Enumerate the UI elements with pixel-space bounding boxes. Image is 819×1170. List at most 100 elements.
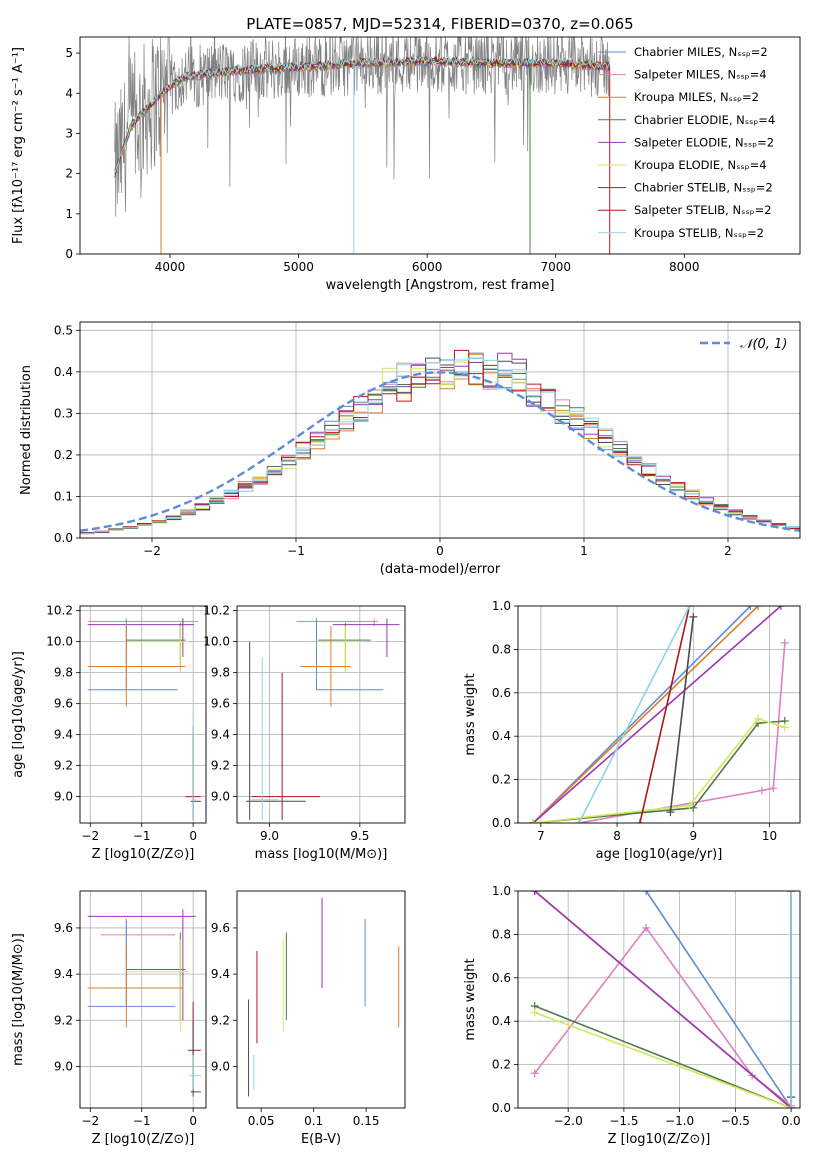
x-tick-label-0: 7: [537, 829, 545, 843]
weight-marker-6-0: [666, 808, 675, 817]
panel-mass-vs-ebv: 0.05 0.1 0.15 9.0 9.2 9.4 9.6 E(B-V): [211, 890, 406, 1147]
weight-line-0: [645, 891, 792, 1108]
x-axis-label: wavelength [Angstrom, rest frame]: [326, 278, 555, 293]
x-tick-label-0: −2.0: [554, 1114, 583, 1128]
y-tick-label-2: 9.4: [54, 967, 73, 981]
axes-frame: [517, 890, 801, 1109]
y-tick-label-4: 0.8: [492, 642, 511, 656]
x-tick-label-1: 5000: [283, 260, 314, 274]
y-axis-label: Flux [fλ10⁻¹⁷ erg cm⁻² s⁻¹ A⁻¹]: [11, 47, 26, 244]
weight-line-3: [533, 720, 785, 823]
weight-line-1: [578, 642, 786, 823]
weight-marker-5-3: [780, 723, 789, 732]
y-axis-label: mass weight: [463, 673, 478, 755]
x-axis-label: Z [log10(Z/Z⊙)]: [92, 1132, 195, 1147]
y-axis-label: mass [log10(M/M⊙)]: [11, 933, 26, 1066]
x-tick-label-1: 8: [613, 829, 621, 843]
y-tick-label-5: 5: [65, 46, 73, 60]
x-tick-label-0: 4000: [155, 260, 186, 274]
y-tick-label-1: 1: [65, 207, 73, 221]
x-axis-label: Z [log10(Z/Z⊙)]: [92, 847, 195, 862]
legend-label-2: Kroupa MILES, Nₛₛₚ=2: [634, 90, 759, 104]
x-tick-label-3: 1: [580, 544, 588, 558]
x-tick-label-2: 9: [689, 829, 697, 843]
y-tick-label-0: 0.0: [492, 1101, 511, 1115]
y-tick-label-2: 0.2: [54, 448, 73, 462]
legend-label-5: Kroupa ELODIE, Nₛₛₚ=4: [634, 158, 767, 172]
y-tick-label-1: 9.2: [54, 1013, 73, 1027]
plot-area: [87, 618, 201, 820]
legend-label-0: Chabrier MILES, Nₛₛₚ=2: [634, 45, 768, 59]
y-tick-label-6: 10.2: [203, 604, 230, 618]
weight-line-5: [533, 717, 786, 823]
y-tick-label-5: 1.0: [492, 884, 511, 898]
weight-marker-1-1: [642, 923, 651, 932]
x-tick-label-2: 0: [189, 1114, 197, 1128]
weight-line-4: [534, 891, 792, 1108]
x-tick-label-1: −1: [133, 1114, 151, 1128]
y-tick-label-4: 0.4: [54, 365, 73, 379]
y-tick-label-6: 10.2: [46, 604, 73, 618]
x-tick-label-2: 0: [436, 544, 444, 558]
legend-label-6: Chabrier STELIB, Nₛₛₚ=2: [634, 181, 773, 195]
weight-marker-8-0: [574, 819, 583, 823]
legend-label-8: Kroupa STELIB, Nₛₛₚ=2: [634, 226, 764, 240]
weight-marker-4-1: [776, 606, 785, 610]
axes-frame: [79, 321, 801, 539]
weight-line-4: [532, 606, 782, 823]
y-tick-label-3: 3: [65, 126, 73, 140]
histogram-6: [80, 357, 800, 534]
y-tick-label-0: 9.0: [211, 790, 230, 804]
x-axis-label: Z [log10(Z/Z⊙)]: [608, 1132, 711, 1147]
y-tick-label-3: 0.3: [54, 406, 73, 420]
weight-line-7: [639, 606, 691, 823]
x-axis-label: age [log10(age/yr)]: [596, 847, 723, 862]
y-tick-label-3: 9.6: [211, 697, 230, 711]
x-tick-label-4: 2: [724, 544, 732, 558]
y-tick-label-1: 9.2: [211, 1013, 230, 1027]
x-tick-label-2: −1.0: [665, 1114, 694, 1128]
x-tick-label-0: 9.0: [260, 829, 279, 843]
y-tick-label-3: 0.6: [492, 686, 511, 700]
x-tick-label-4: 8000: [669, 260, 700, 274]
axes-frame: [517, 605, 801, 824]
panel-weight-vs-z: −2.0 −1.5 −1.0 −0.5 0.0 0.0 0.2 0.4 0.6 0.8 1.0 Z […: [463, 884, 801, 1147]
figure-title: PLATE=0857, MJD=52314, FIBERID=0370, z=0…: [246, 15, 633, 33]
weight-marker-6-1: [689, 612, 698, 621]
plot-area: [530, 891, 796, 1108]
y-tick-label-5: 10.0: [203, 635, 230, 649]
y-tick-label-2: 0.4: [492, 729, 511, 743]
y-axis-label: Normed distribution: [19, 365, 34, 495]
weight-marker-0-0: [642, 891, 651, 895]
y-tick-label-1: 0.2: [492, 773, 511, 787]
weight-marker-7-0: [635, 819, 644, 823]
panel-age-vs-mass: 9.0 9.5 9.0 9.2 9.4 9.6 9.8 10.0 10.2 mass [log10…: [203, 604, 406, 862]
y-tick-label-4: 4: [65, 86, 73, 100]
y-tick-label-5: 0.5: [54, 323, 73, 337]
x-tick-label-2: 0: [189, 829, 197, 843]
weight-marker-5-0: [530, 1008, 539, 1017]
weight-marker-5-0: [529, 819, 538, 823]
x-axis-label: mass [log10(M/M⊙)]: [255, 847, 388, 862]
y-tick-label-1: 0.2: [492, 1058, 511, 1072]
x-tick-label-2: 6000: [412, 260, 443, 274]
x-tick-label-0: −2: [143, 544, 161, 558]
plot-area: [529, 606, 789, 823]
y-tick-label-0: 0: [65, 247, 73, 261]
y-tick-label-4: 9.8: [54, 666, 73, 680]
plot-area: [114, 37, 611, 254]
plot-area: [248, 897, 400, 1097]
y-tick-label-4: 0.8: [492, 927, 511, 941]
axes-frame: [79, 605, 207, 824]
y-tick-label-1: 9.2: [54, 759, 73, 773]
x-tick-label-4: 0.0: [782, 1114, 801, 1128]
y-tick-label-1: 0.1: [54, 489, 73, 503]
x-tick-label-3: −0.5: [721, 1114, 750, 1128]
y-tick-label-0: 9.0: [54, 1059, 73, 1073]
x-tick-label-1: −1: [133, 829, 151, 843]
x-tick-label-0: −2: [81, 1114, 99, 1128]
y-tick-label-2: 2: [65, 167, 73, 181]
y-tick-label-3: 9.6: [211, 921, 230, 935]
x-axis-label: (data-model)/error: [380, 562, 501, 577]
